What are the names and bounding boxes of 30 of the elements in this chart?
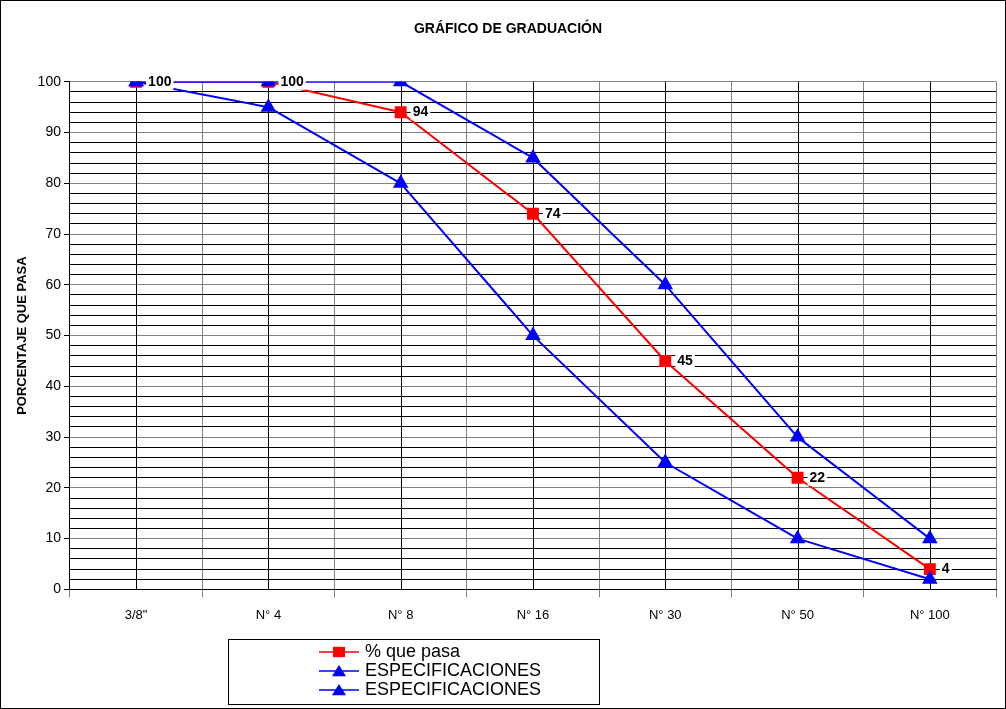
data-label: 22 [809,468,826,485]
x-tick-label: N° 4 [255,606,282,622]
y-tick-label: 60 [45,275,62,292]
y-tick-label: 100 [37,72,62,89]
data-label: 94 [412,103,429,120]
data-label: 100 [148,72,172,89]
data-label: 74 [544,204,561,221]
y-tick-label: 20 [45,478,62,495]
chart-title: GRÁFICO DE GRADUACIÓN [413,19,603,37]
y-tick-label: 0 [53,580,62,597]
x-tick-label: N° 16 [516,606,550,622]
legend-label: % que pasa [365,641,461,661]
x-tick-label: N° 50 [781,606,814,622]
legend-label: ESPECIFICACIONES [365,679,542,699]
y-tick-label: 10 [45,529,62,546]
y-tick-label: 50 [45,326,62,343]
x-tick-label: N° 100 [909,606,950,622]
y-axis-title: PORCENTAJE QUE PASA [14,255,30,415]
legend-label: ESPECIFICACIONES [365,660,542,680]
y-tick-label: 90 [45,123,62,140]
x-tick-label: N° 30 [648,606,682,622]
y-tick-label: 80 [45,174,62,191]
x-tick-label: N° 8 [387,606,414,622]
data-label: 100 [280,72,304,89]
x-tick-label: 3/8" [124,606,148,622]
y-tick-label: 40 [45,377,62,394]
data-label: 4 [941,559,950,576]
y-tick-label: 70 [45,224,62,241]
data-label: 45 [677,351,694,368]
y-tick-label: 30 [45,427,62,444]
